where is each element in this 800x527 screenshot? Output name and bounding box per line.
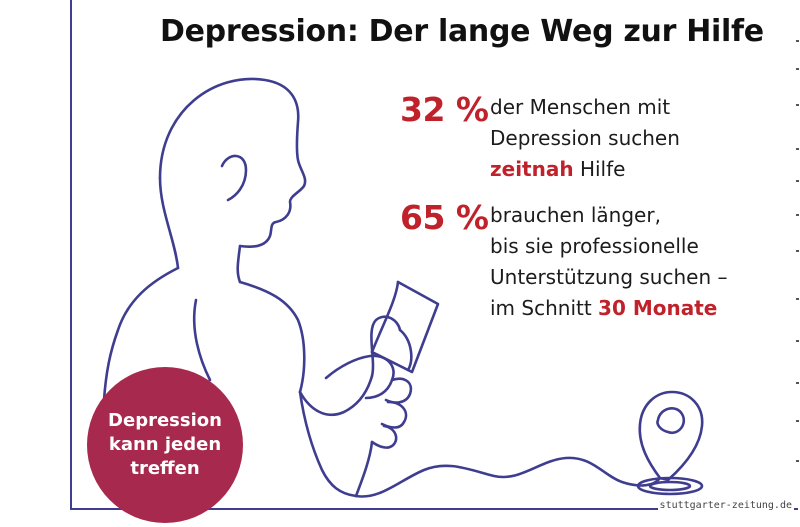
badge-line: Depression xyxy=(108,410,222,431)
stat-text: der Menschen mit Depression suchen zeitn… xyxy=(490,92,680,185)
stat-line: zeitnah Hilfe xyxy=(490,154,680,185)
stat-line-prefix: im Schnitt xyxy=(490,296,592,320)
badge-line: kann jeden xyxy=(108,434,222,455)
stat-highlight: 30 Monate xyxy=(598,296,718,320)
stat-line-rest: Hilfe xyxy=(579,157,626,181)
stat-line: der Menschen mit xyxy=(490,95,671,119)
stat-line: im Schnitt 30 Monate xyxy=(490,293,727,324)
edge-marks xyxy=(794,0,800,500)
stat-line: Unterstützung suchen – xyxy=(490,265,728,289)
frame-bottom-line xyxy=(70,508,798,510)
stat-highlight: zeitnah xyxy=(490,157,574,181)
stat-percent: 32 % xyxy=(400,90,489,129)
stat-block-32: 32 % der Menschen mit Depression suchen … xyxy=(400,92,680,185)
source-footer: stuttgarter-zeitung.de xyxy=(657,500,794,511)
stat-line: bis sie professionelle xyxy=(490,234,699,258)
page-title: Depression: Der lange Weg zur Hilfe xyxy=(160,14,764,49)
frame-left-line xyxy=(70,0,72,510)
stat-text: brauchen länger, bis sie professionelle … xyxy=(490,200,727,324)
depression-badge: Depression kann jeden treffen xyxy=(87,367,243,523)
badge-line: treffen xyxy=(130,458,200,479)
stat-block-65: 65 % brauchen länger, bis sie profession… xyxy=(400,200,727,324)
stat-percent: 65 % xyxy=(400,198,489,237)
stat-line: Depression suchen xyxy=(490,126,680,150)
stat-line: brauchen länger, xyxy=(490,203,661,227)
